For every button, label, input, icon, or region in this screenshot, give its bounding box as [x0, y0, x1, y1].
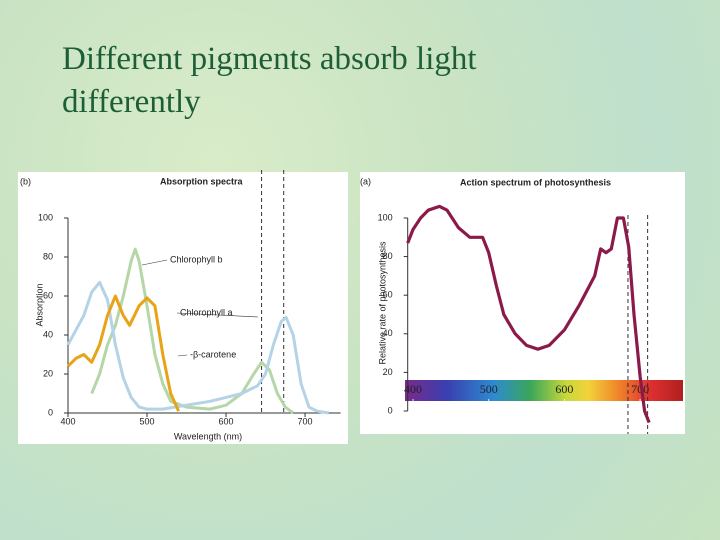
y-tick-label: 20 — [43, 368, 53, 378]
y-tick-label: 80 — [383, 251, 393, 261]
series-label: Chlorophyll b — [170, 254, 223, 264]
series-line — [90, 247, 295, 415]
y-tick-label: 0 — [388, 405, 393, 415]
y-tick-label: 40 — [383, 328, 393, 338]
y-tick-label: 100 — [38, 212, 53, 222]
x-tick-label: 500 — [139, 416, 154, 426]
chart-a: (a) Action spectrum of photosynthesis Re… — [360, 176, 651, 434]
spectrum-bar — [405, 380, 683, 401]
label-leader — [176, 312, 259, 318]
x-tick-label: 700 — [298, 416, 313, 426]
y-tick-label: 60 — [383, 290, 393, 300]
x-tick-label: 500 — [480, 382, 498, 396]
series-line — [66, 294, 180, 412]
x-tick-label: 400 — [404, 382, 422, 396]
x-tick-label: 400 — [60, 416, 75, 426]
y-tick-label: 60 — [43, 290, 53, 300]
label-leader — [177, 354, 188, 357]
y-tick-label: 20 — [383, 367, 393, 377]
series-label: -β-carotene — [190, 349, 236, 359]
y-label: Absorption — [34, 283, 44, 326]
panel-label: (a) — [360, 176, 371, 186]
slide-title: Different pigments absorb light differen… — [62, 41, 477, 120]
x-tick-label: 600 — [219, 416, 234, 426]
series-line — [406, 204, 651, 424]
y-tick-label: 0 — [48, 407, 53, 417]
panel-label: (b) — [20, 176, 31, 186]
chart-b: (b) Absorption spectra Wavelength (nm) A… — [20, 170, 341, 441]
series-label: Chlorophyll a — [180, 307, 233, 317]
y-tick-label: 40 — [43, 329, 53, 339]
y-label: Relative rate of photosynthesis — [377, 241, 387, 365]
panel — [18, 172, 348, 444]
x-label: Wavelength (nm) — [174, 431, 242, 441]
y-tick-label: 100 — [378, 212, 393, 222]
chart-title: Action spectrum of photosynthesis — [460, 177, 611, 187]
series-line — [66, 280, 329, 415]
label-leader — [141, 259, 168, 266]
x-tick-label: 600 — [555, 382, 573, 396]
x-tick-label: 700 — [631, 382, 649, 396]
y-tick-label: 80 — [43, 251, 53, 261]
chart-title: Absorption spectra — [160, 176, 244, 186]
